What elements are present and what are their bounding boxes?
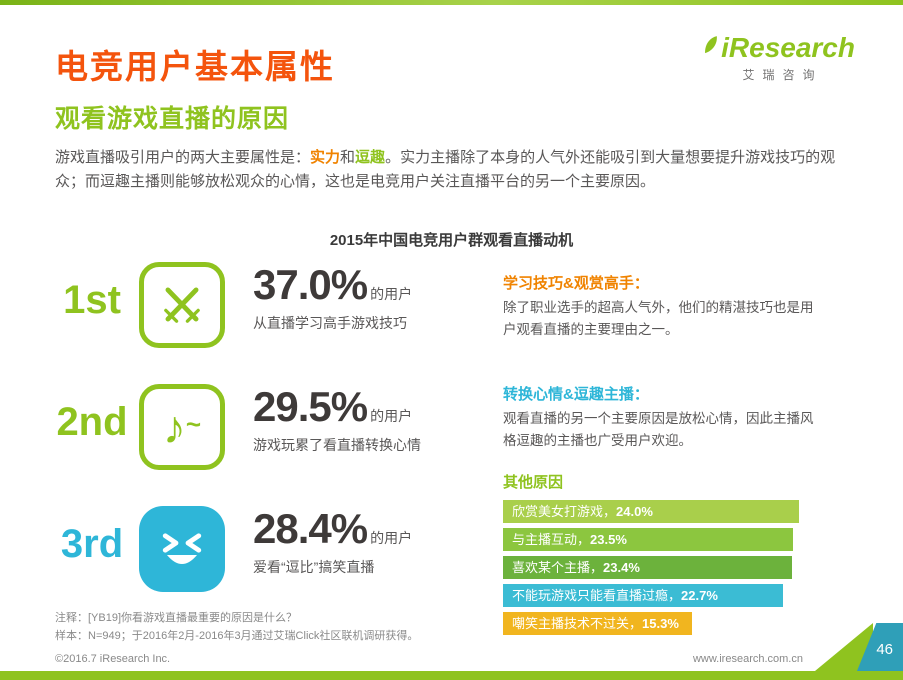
chart-title: 2015年中国电竞用户群观看直播动机 (329, 232, 574, 249)
footnote-question: 注释：[YB19]你看游戏直播最重要的原因是什么？ (55, 612, 298, 624)
page-subtitle: 观看游戏直播的原因 (55, 105, 290, 133)
reason-bar-4: 不能玩游戏只能看直播过瘾，22.7% (503, 584, 783, 607)
section-other-heading: 其他原因 (503, 474, 564, 491)
rank-row-2: 2nd ♪~ 29.5% 的用户 游戏玩累了看直播转换心情 (55, 383, 495, 476)
footer-copyright: ©2016.7 iResearch Inc. (55, 653, 171, 665)
reason-bar-5-value: 15.3% (642, 616, 679, 631)
rank-1-suffix: 的用户 (370, 286, 413, 302)
bottom-accent-bar (0, 671, 903, 680)
intro-highlight-strength: 实力 (310, 149, 341, 166)
reason-bar-3-value: 23.4% (603, 560, 640, 575)
intro-text-3: 。实力主播除了本身的人气外还能吸引到大量想要提升游戏技巧的观众；而逗趣主播则能够… (55, 149, 836, 190)
section-skill-heading: 学习技巧&观赏高手： (503, 275, 649, 292)
reason-bar-3-label: 喜欢某个主播， (512, 560, 604, 575)
rank-2-suffix: 的用户 (370, 408, 413, 424)
intro-text-2: 和 (340, 149, 356, 166)
section-mood-heading: 转换心情&逗趣主播： (503, 386, 649, 403)
reason-bar-2-value: 23.5% (590, 532, 627, 547)
reason-bar-5-label: 嘲笑主播技术不过关， (512, 616, 643, 631)
rank-3-suffix: 的用户 (370, 530, 413, 546)
intro-highlight-fun: 逗趣 (355, 149, 386, 166)
rank-2-description: 游戏玩累了看直播转换心情 (253, 437, 421, 454)
page-title: 电竞用户基本属性 (55, 48, 335, 85)
rank-2-percentage: 29.5% (253, 383, 368, 430)
reason-bar-4-value: 22.7% (681, 588, 718, 603)
logo-subtext: 艾瑞咨询 (742, 68, 823, 82)
logo-row: iResearch (702, 34, 855, 62)
reason-bar-3: 喜欢某个主播，23.4% (503, 556, 792, 579)
footer-website: www.iresearch.com.cn (692, 653, 803, 665)
reason-bar-2-label: 与主播互动， (512, 532, 591, 547)
section-skill-body: 除了职业选手的超高人气外，他们的精湛技巧也是用户观看直播的主要理由之一。 (503, 300, 814, 337)
rank-2-stats: 29.5% 的用户 游戏玩累了看直播转换心情 (253, 383, 421, 455)
rank-3-description: 爱看“逗比”搞笑直播 (253, 559, 375, 576)
top-accent-bar (0, 0, 903, 5)
reason-bar-2: 与主播互动，23.5% (503, 528, 793, 551)
rank-1-description: 从直播学习高手游戏技巧 (253, 315, 407, 332)
rank-row-1: 1st 37.0% 的用户 从直播学习高手游戏技巧 (55, 261, 495, 354)
footnote-sample: 样本：N=949；于2016年2月-2016年3月通过艾瑞Click社区联机调研… (55, 629, 419, 642)
rank-3-percentage: 28.4% (253, 505, 368, 552)
reason-bar-1-label: 欣赏美女打游戏， (512, 504, 617, 519)
crossed-swords-icon (139, 262, 225, 348)
rank-3-label: 3rd (60, 522, 124, 566)
rank-2-label: 2nd (56, 400, 128, 444)
intro-paragraph: 游戏直播吸引用户的两大主要属性是：实力和逗趣。实力主播除了本身的人气外还能吸引到… (55, 146, 840, 194)
music-note-icon: ♪~ (139, 384, 225, 470)
section-mood-body: 观看直播的另一个主要原因是放松心情，因此主播风格逗趣的主播也广受用户欢迎。 (503, 411, 814, 448)
rank-1-label: 1st (63, 278, 121, 322)
rank-3-stats: 28.4% 的用户 爱看“逗比”搞笑直播 (253, 505, 413, 577)
other-reasons-bar-chart: 欣赏美女打游戏，24.0% 与主播互动，23.5% 喜欢某个主播，23.4% 不… (503, 500, 799, 640)
intro-text-1: 游戏直播吸引用户的两大主要属性是： (55, 149, 311, 166)
laughing-face-icon (139, 506, 225, 592)
page-number: 46 (876, 641, 893, 658)
footnotes: 注释：[YB19]你看游戏直播最重要的原因是什么？ 样本：N=949；于2016… (55, 610, 418, 645)
leaf-icon (705, 36, 717, 54)
rank-1-percentage: 37.0% (253, 261, 368, 308)
reason-bar-5: 嘲笑主播技术不过关，15.3% (503, 612, 692, 635)
rank-row-3: 3rd 28.4% 的用户 爱看“逗比”搞笑直播 (55, 505, 495, 598)
rank-1-stats: 37.0% 的用户 从直播学习高手游戏技巧 (253, 261, 413, 333)
reason-bar-4-label: 不能玩游戏只能看直播过瘾， (512, 588, 682, 603)
reason-bar-1-value: 24.0% (616, 504, 653, 519)
iresearch-logo: iResearch 艾瑞咨询 (702, 34, 855, 83)
logo-text: iResearch (721, 32, 855, 63)
reason-bar-1: 欣赏美女打游戏，24.0% (503, 500, 799, 523)
